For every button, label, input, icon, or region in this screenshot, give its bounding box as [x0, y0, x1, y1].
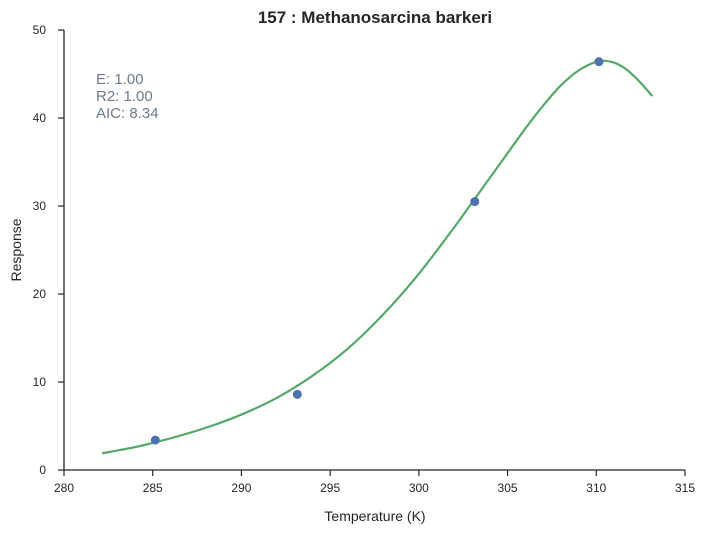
y-tick-label: 50	[33, 23, 47, 37]
x-axis-label: Temperature (K)	[324, 508, 425, 524]
y-tick-label: 10	[33, 375, 47, 389]
y-ticks: 0 10 20 30 40 50	[33, 23, 64, 477]
x-tick-label: 300	[409, 481, 429, 495]
x-tick-label: 295	[320, 481, 340, 495]
data-point	[150, 435, 160, 445]
x-ticks: 280 285 290 295 300 305 310 315	[54, 470, 695, 495]
annotation-r2: R2: 1.00	[96, 88, 153, 105]
y-tick-label: 40	[33, 111, 47, 125]
y-axis-label: Response	[8, 218, 24, 281]
y-tick-label: 30	[33, 199, 47, 213]
x-tick-label: 280	[54, 481, 74, 495]
x-tick-label: 310	[586, 481, 606, 495]
data-points	[150, 57, 604, 445]
data-point	[292, 389, 302, 399]
annotation-aic: AIC: 8.34	[96, 105, 159, 122]
data-point	[470, 197, 480, 207]
x-tick-label: 290	[231, 481, 251, 495]
chart-title: 157 : Methanosarcina barkeri	[258, 8, 492, 27]
fit-curve	[101, 59, 654, 455]
annotation-e: E: 1.00	[96, 71, 144, 88]
x-tick-label: 315	[675, 481, 695, 495]
data-point	[594, 57, 604, 67]
x-tick-label: 285	[143, 481, 163, 495]
x-tick-label: 305	[498, 481, 518, 495]
y-tick-label: 20	[33, 287, 47, 301]
y-tick-label: 0	[39, 463, 46, 477]
